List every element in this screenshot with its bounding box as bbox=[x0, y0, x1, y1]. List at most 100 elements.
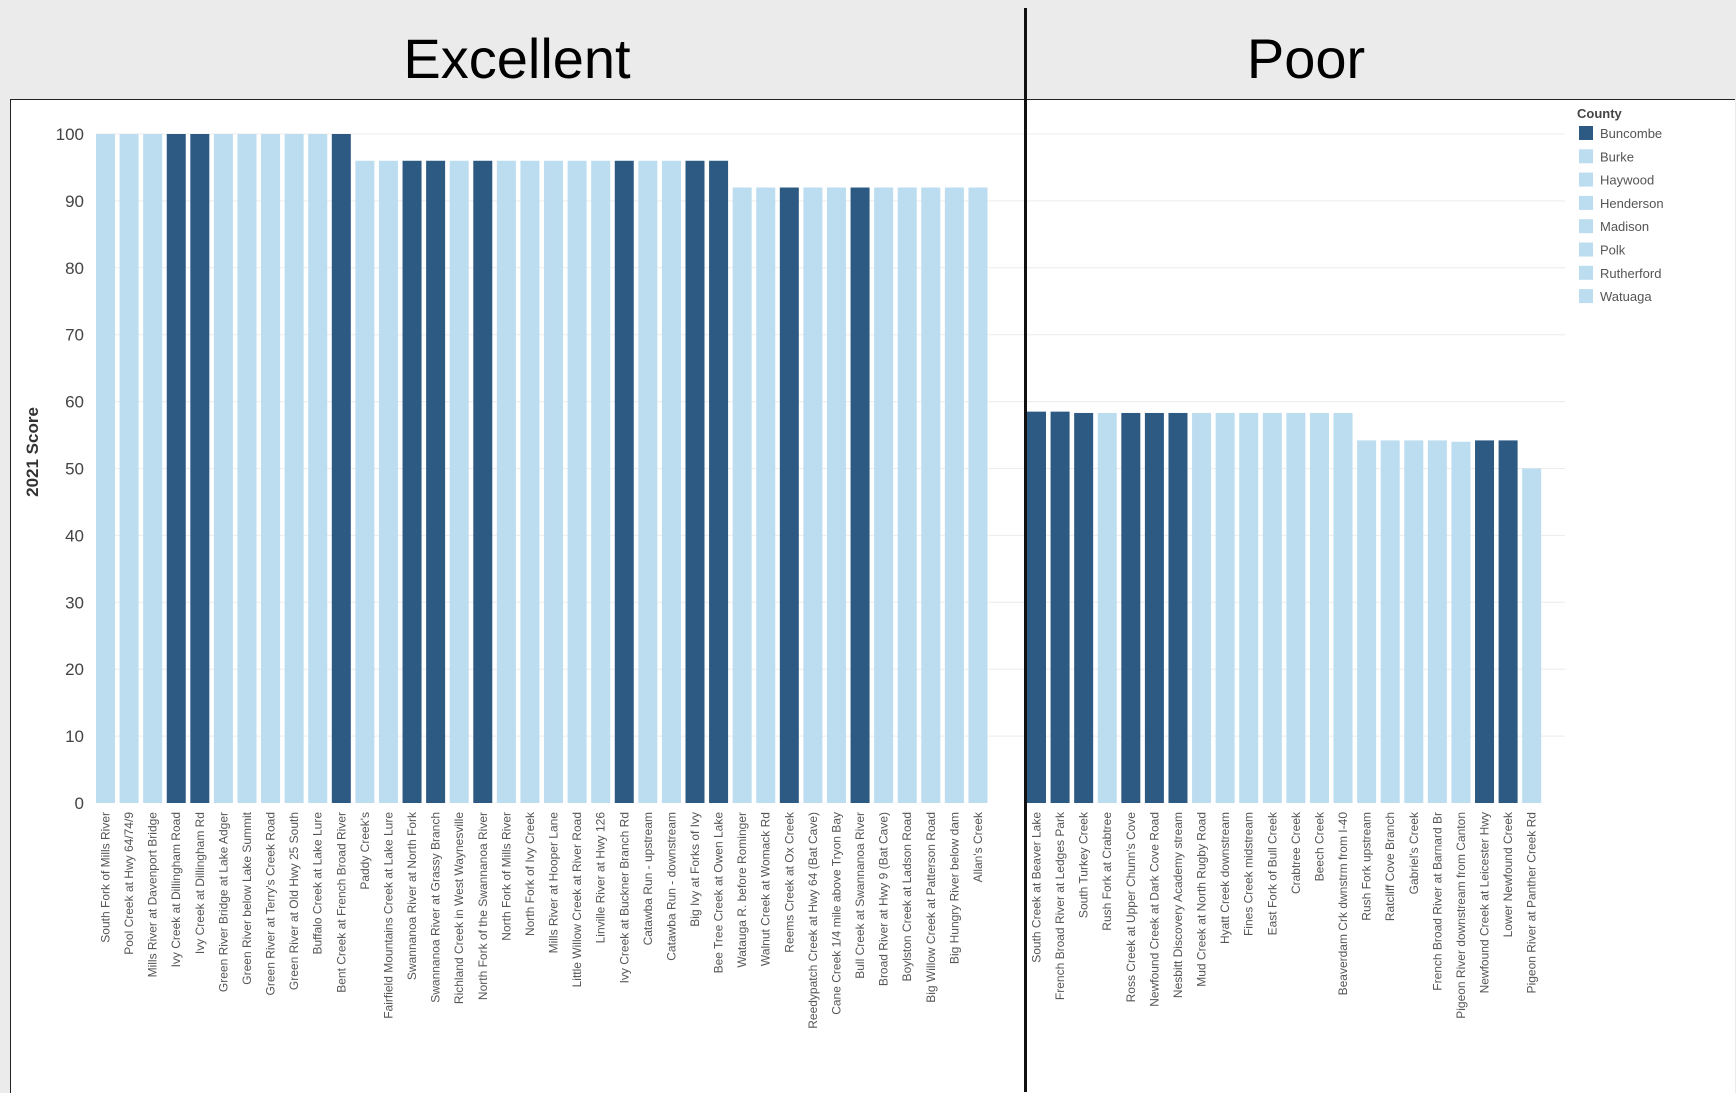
category-label: Pool Creek at Hwy 64/74/9 bbox=[122, 812, 136, 955]
category-label: Beaverdam Crk dwnstrm from I-40 bbox=[1336, 812, 1350, 996]
legend-entry: Polk bbox=[1600, 243, 1626, 258]
bar bbox=[96, 134, 115, 803]
category-label: Boylston Creek at Ladson Road bbox=[900, 812, 914, 981]
category-label: Ivy Creek at Dillingham Rd bbox=[193, 812, 207, 954]
category-label: South Creek at Beaver Lake bbox=[1030, 812, 1044, 963]
bar bbox=[1262, 412, 1282, 803]
bar bbox=[1074, 412, 1094, 803]
bar bbox=[1475, 440, 1495, 803]
category-label: Catawba Run - downstream bbox=[664, 812, 678, 961]
category-label: Fairfield Mountains Creek at Lake Lure bbox=[381, 812, 395, 1019]
category-label: Big Willow Creek at Patterson Road bbox=[924, 812, 938, 1003]
category-label: Watauga R. before Rominger bbox=[735, 812, 749, 968]
bar bbox=[591, 160, 611, 803]
bar bbox=[473, 160, 493, 803]
category-label: Little Willow Creek at River Road bbox=[570, 812, 584, 987]
bar bbox=[402, 160, 422, 803]
panel-divider bbox=[1024, 8, 1027, 1092]
bar bbox=[449, 160, 469, 803]
legend-swatch bbox=[1579, 149, 1593, 164]
legend-entry: Buncombe bbox=[1600, 126, 1662, 141]
category-label: Buffalo Creek at Lake Lure bbox=[311, 812, 325, 955]
bar bbox=[166, 134, 186, 803]
bar bbox=[1050, 411, 1070, 803]
bar bbox=[520, 160, 540, 803]
category-label: Pigeon River downstream from Canton bbox=[1454, 812, 1468, 1019]
category-label: Mills River at Hooper Lane bbox=[547, 812, 561, 954]
category-label: Reedypatch Creek at Hwy 64 (Bat Cave) bbox=[806, 812, 820, 1029]
bar bbox=[661, 160, 681, 803]
bar bbox=[826, 187, 846, 803]
bar bbox=[1404, 440, 1424, 803]
bar bbox=[237, 134, 257, 803]
category-label: Swannanoa River at North Fork bbox=[405, 811, 419, 980]
category-label: French Broad River at Ledges Park bbox=[1053, 811, 1067, 1000]
bar bbox=[261, 134, 281, 803]
legend-swatch bbox=[1579, 242, 1593, 257]
bar bbox=[331, 134, 351, 803]
category-label: Linville River at Hwy 126 bbox=[594, 812, 608, 944]
category-label: North Fork of Mills River bbox=[499, 812, 513, 941]
category-label: Walnut Creek at Womack Rd bbox=[759, 812, 773, 966]
category-label: Crabtree Creek bbox=[1289, 811, 1303, 894]
category-label: Green River Bridge at Lake Adger bbox=[216, 812, 230, 992]
bar bbox=[1380, 440, 1400, 803]
legend-entry: Watuaga bbox=[1600, 289, 1652, 304]
category-label: Rush Fork at Crabtree bbox=[1100, 812, 1114, 931]
bar bbox=[426, 160, 446, 803]
category-label: Richland Creek in West Waynesville bbox=[452, 812, 466, 1004]
legend-swatch bbox=[1579, 126, 1593, 140]
bar bbox=[638, 160, 658, 803]
y-axis-label: 2021 Score bbox=[23, 407, 42, 497]
category-label: Bent Creek at French Broad River bbox=[334, 812, 348, 993]
bar bbox=[213, 134, 233, 803]
legend-swatch bbox=[1579, 195, 1593, 210]
legend-entry: Madison bbox=[1600, 219, 1649, 234]
y-tick-label: 100 bbox=[56, 125, 84, 144]
category-label: Allan's Creek bbox=[971, 811, 985, 882]
category-label: Ivy Creek at Dillingham Road bbox=[169, 812, 183, 967]
bar bbox=[567, 160, 587, 803]
y-tick-label: 90 bbox=[65, 192, 84, 211]
category-label: Mud Creek at North Rugby Road bbox=[1195, 812, 1209, 987]
category-label: East Fork of Bull Creek bbox=[1265, 811, 1279, 935]
category-label: South Turkey Creek bbox=[1077, 811, 1091, 918]
bar bbox=[1357, 440, 1377, 803]
bar bbox=[1215, 412, 1235, 803]
category-label: Green River at Old Hwy 25 South bbox=[287, 812, 301, 990]
category-label: Gabriel's Creek bbox=[1407, 811, 1421, 894]
category-label: North Fork of the Swannanoa River bbox=[476, 812, 490, 1000]
bar bbox=[544, 160, 564, 803]
bar bbox=[1522, 468, 1542, 803]
y-tick-label: 50 bbox=[65, 460, 84, 479]
bar bbox=[968, 187, 988, 803]
bar bbox=[378, 160, 398, 803]
category-label: Beech Creek bbox=[1312, 811, 1326, 881]
category-label: Reems Creek at Ox Creek bbox=[782, 811, 796, 953]
legend-swatch bbox=[1579, 289, 1593, 304]
category-label: Hyatt Creek downstream bbox=[1218, 812, 1232, 944]
category-label: Big Hungry River below dam bbox=[947, 812, 961, 964]
bar bbox=[874, 187, 894, 803]
category-label: Catawba Run - upstream bbox=[641, 812, 655, 945]
category-label: South Fork of Mills River bbox=[99, 812, 113, 943]
bar bbox=[1027, 411, 1046, 803]
bar bbox=[1144, 412, 1164, 803]
bar bbox=[1498, 440, 1518, 803]
category-label: Green River at Terry's Creek Road bbox=[264, 812, 278, 995]
legend-title: County bbox=[1577, 106, 1623, 121]
category-label: Broad River at Hwy 9 (Bat Cave) bbox=[877, 812, 891, 986]
y-tick-label: 60 bbox=[65, 393, 84, 412]
bar bbox=[1121, 412, 1141, 803]
category-label: Lower Newfound Creek bbox=[1501, 811, 1515, 937]
bar bbox=[944, 187, 964, 803]
category-label: Rush Fork upstream bbox=[1360, 812, 1374, 921]
category-label: Bull Creek at Swannanoa River bbox=[853, 812, 867, 979]
bar bbox=[850, 187, 870, 803]
bar bbox=[614, 160, 634, 803]
bar bbox=[921, 187, 941, 803]
bar bbox=[779, 187, 799, 803]
legend-entry: Rutherford bbox=[1600, 266, 1661, 281]
y-tick-label: 0 bbox=[75, 794, 84, 813]
category-label: Green River below Lake Summit bbox=[240, 811, 254, 984]
